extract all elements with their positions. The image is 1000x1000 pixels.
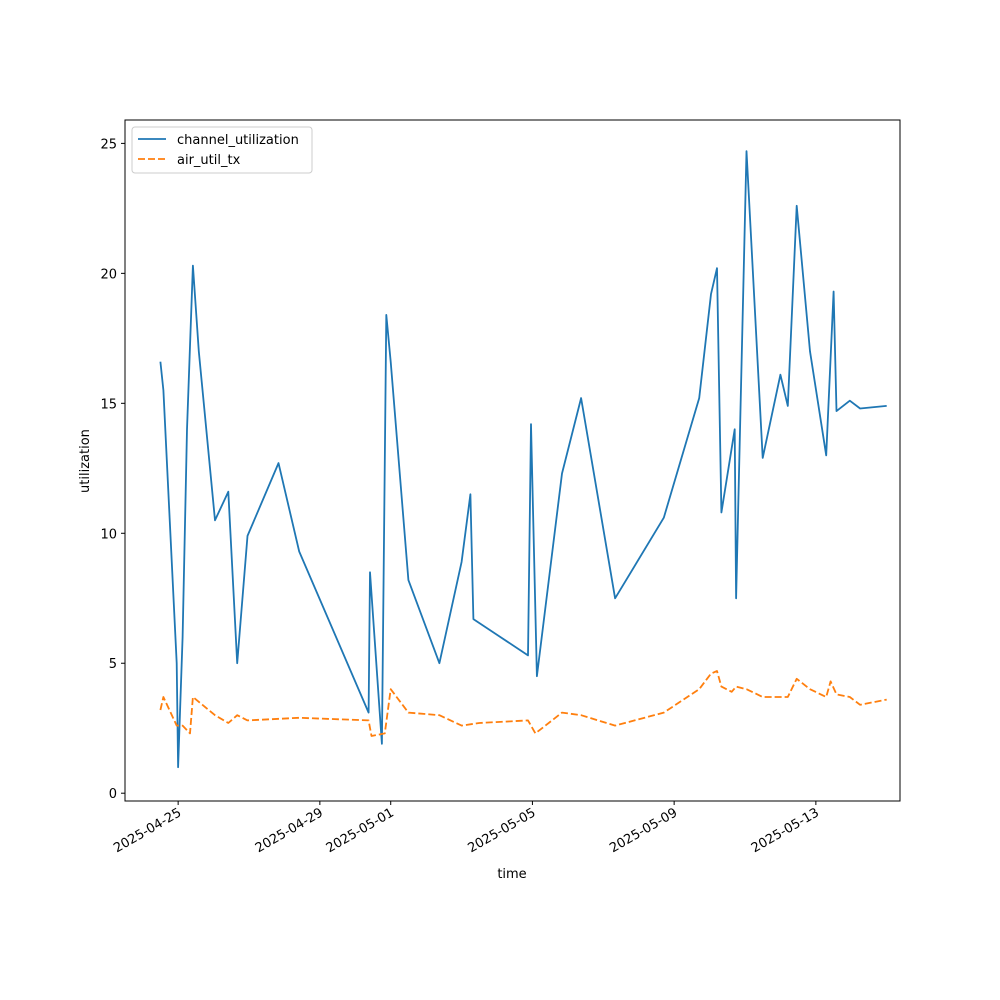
series-line-channel-utilization	[159, 150, 887, 769]
legend: channel_utilization air_util_tx	[131, 126, 313, 174]
x-tick-label: 2025-05-05	[465, 805, 538, 856]
x-tick-label: 2025-04-25	[111, 805, 184, 856]
x-tick-label: 2025-05-01	[324, 805, 397, 856]
y-tick-label: 10	[100, 527, 117, 542]
plot-frame	[124, 119, 901, 802]
legend-label-air-util-tx: air_util_tx	[177, 153, 241, 168]
series-layer	[159, 150, 887, 769]
y-tick-label: 25	[100, 137, 117, 152]
x-tick-label: 2025-05-13	[749, 805, 822, 856]
x-tick-label: 2025-05-09	[607, 805, 680, 856]
x-tick-label: 2025-04-29	[253, 805, 326, 856]
series-line-air-util-tx	[159, 670, 887, 737]
x-axis-label: time	[497, 867, 526, 882]
legend-label-channel-utilization: channel_utilization	[177, 133, 299, 148]
y-axis-label: utilization	[78, 429, 93, 493]
y-tick-label: 0	[109, 787, 117, 802]
legend-box	[131, 126, 313, 174]
y-tick-label: 20	[100, 267, 117, 282]
y-axis-ticks: 0 5 10 15 20 25	[100, 137, 125, 802]
y-tick-label: 15	[100, 397, 117, 412]
y-tick-label: 5	[109, 657, 117, 672]
